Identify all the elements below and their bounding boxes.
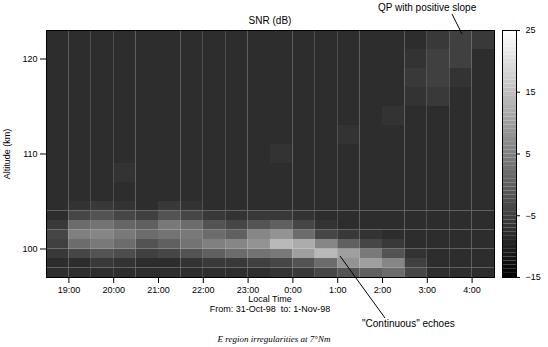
svg-text:QP with positive slope: QP with positive slope [378,2,477,13]
svg-text:15: 15 [526,87,536,97]
svg-text:From: 31-Oct-98 to: 1-Nov-98: From: 31-Oct-98 to: 1-Nov-98 [210,304,331,314]
svg-text:19:00: 19:00 [58,285,81,295]
svg-text:5: 5 [526,149,531,159]
svg-text:Altitude (km): Altitude (km) [2,129,12,180]
svg-text:1:00: 1:00 [329,285,347,295]
svg-text:2:00: 2:00 [374,285,392,295]
svg-text:−5: −5 [526,211,536,221]
svg-text:21:00: 21:00 [147,285,170,295]
svg-text:20:00: 20:00 [102,285,125,295]
svg-text:SNR (dB): SNR (dB) [249,15,292,26]
svg-text:−15: −15 [526,272,541,282]
svg-text:23:00: 23:00 [236,284,260,295]
svg-text:"Continuous" echoes: "Continuous" echoes [362,318,455,329]
svg-text:110: 110 [23,149,37,159]
svg-text:E region irregularities at 7°N: E region irregularities at 7°Nm [217,334,331,344]
svg-text:4:00: 4:00 [463,285,481,295]
svg-text:25: 25 [526,25,536,35]
svg-text:22:00: 22:00 [192,285,215,295]
svg-text:3:00: 3:00 [419,285,437,295]
svg-text:0:00: 0:00 [284,284,302,295]
svg-text:100: 100 [22,244,37,254]
svg-text:Local Time: Local Time [248,294,292,304]
svg-text:120: 120 [22,54,37,64]
